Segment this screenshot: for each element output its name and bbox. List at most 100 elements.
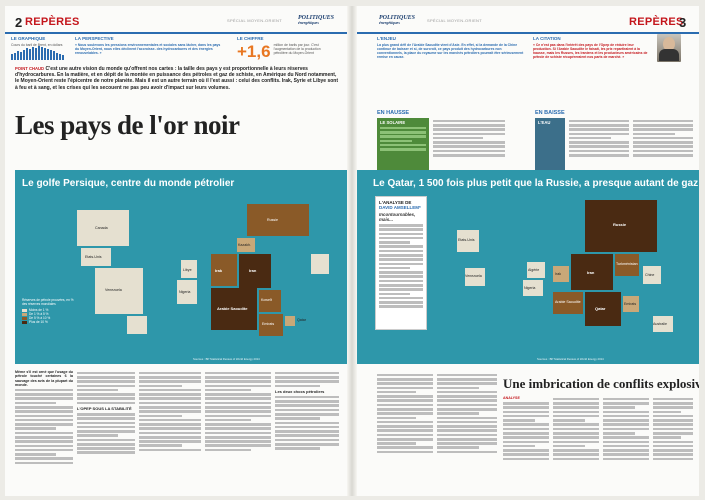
gas-country-irak [553,266,569,282]
portrait-photo [657,34,681,62]
baisse-label: EN BAISSE [535,110,565,116]
right-body-column-3: ANALYSE [503,396,549,494]
legend-item-3: De 5 % à 10 % [22,316,78,320]
label-emirats: Emirats [262,322,275,326]
right-body-column-6 [653,396,693,494]
gas-label-iran: Iran [587,270,595,275]
left-page: 2 REPÈRES SPÉCIAL MOYEN-ORIENT POLITIQUE… [5,6,347,496]
right-body-column-4 [553,396,599,494]
body-lead: Même s'il est orné que l'usage du pétrol… [15,370,73,387]
gas-label-chine: Chine [645,273,655,277]
label-venezuela: Venezuela [105,288,122,292]
legend-item-1: Moins de 1 % [22,308,78,312]
label-kazakhstan: Kazakh. [238,243,251,247]
label-libye: Libye [183,268,192,272]
mini-chart-bar [29,49,31,60]
section-title: REPÈRES [25,16,80,28]
gas-country-australie [653,316,673,332]
enjeu-block: L'ENJEU La plus grand défi de l'Arabie S… [377,36,527,60]
gas-label-algerie: Algérie [528,268,540,272]
enjeu-text: La plus grand défi de l'Arabie Saoudite … [377,43,524,59]
country-kazakhstan [237,238,255,252]
gas-country-emirats [623,296,639,312]
country-libye [181,260,197,278]
gas-map-source: Sources : BP Statistical Review of World… [537,357,604,361]
spread-gutter [347,6,357,496]
right-header: POLITIQUES énergétiques SPÉCIAL MOYEN-OR… [357,6,699,30]
gas-label-usa: Etats-Unis [458,238,475,242]
running-head-right: SPÉCIAL MOYEN-ORIENT [427,18,482,23]
legend-item-4-label: Plus de 10 % [29,320,48,324]
right-page: POLITIQUES énergétiques SPÉCIAL MOYEN-OR… [357,6,699,496]
gas-label-venezuela: Venezuela [465,274,482,278]
graphique-label: LE GRAPHIQUE [11,36,46,41]
mini-chart-bar [32,47,34,60]
country-brazil [127,316,147,334]
legend-item-4: Plus de 10 % [22,320,78,324]
map-title: Le golfe Persique, centre du monde pétro… [22,178,235,189]
mini-chart-bar [35,48,37,60]
mini-chart-bar [56,53,58,60]
label-usa: Etats-Unis [85,255,102,259]
mini-chart-bar [47,49,49,60]
mini-chart-bar [44,48,46,60]
right-body-column-5 [603,396,649,494]
gas-label-russie: Russie [613,222,627,227]
intro-text: C'est une autre vision du monde qu'offre… [15,66,339,91]
gas-label-turkmen: Turkménistan [616,262,638,266]
legend-item-3-label: De 5 % à 10 % [29,316,51,320]
section-title-right: REPÈRES [629,16,684,28]
mini-chart-bar [38,46,40,60]
mini-chart-bar [17,51,19,60]
brent-mini-chart [11,44,67,60]
baisse-text-1 [569,118,629,170]
baisse-text-2 [633,118,693,170]
solaire-box: LE SOLAIRE [377,118,429,170]
gas-label-australie: Australie [653,322,667,326]
left-header: 2 REPÈRES SPÉCIAL MOYEN-ORIENT POLITIQUE… [5,6,347,30]
mini-chart-bar [26,48,28,60]
mini-chart-bar [20,52,22,60]
perspective-label: LA PERSPECTIVE [75,36,114,41]
right-body-column-2 [437,372,497,494]
gas-cartogram: Le Qatar, 1 500 fois plus petit que la R… [357,170,699,364]
gas-country-iran [571,254,613,290]
second-headline: Une imbrication de conflits explosive [503,376,699,391]
running-head: SPÉCIAL MOYEN-ORIENT [227,18,282,23]
right-body-column-1 [377,372,433,494]
oil-cartogram: Le golfe Persique, centre du monde pétro… [15,170,347,364]
body-subhead: L'OPEP SOUS LA STABILITÉ [77,406,132,412]
gas-country-nigeria [523,280,543,296]
chiffre-label: LE CHIFFRE [237,36,264,41]
gas-country-algerie [527,262,545,278]
chiffre-text: million de barils par jour. C'est l'augm… [273,43,321,55]
solaire-title: LE SOLAIRE [380,120,406,125]
label-nigeria: Nigeria [179,290,191,294]
mini-chart-bar [14,53,16,60]
citation-label: LA CITATION [533,36,561,41]
analyse-box: L'ANALYSE DE DAVID AMSELLEM* Incontourna… [375,196,427,330]
gas-map-title: Le Qatar, 1 500 fois plus petit que la R… [373,178,699,189]
gas-label-nigeria: Nigeria [524,286,536,290]
label-koweit: Koweït [261,298,272,302]
hausse-label: EN HAUSSE [377,110,410,116]
body-column-3 [139,370,201,494]
gas-country-chine [643,266,661,284]
mini-chart-bar [11,54,13,60]
intro-paragraph: POINT CHAUD C'est une autre vision du mo… [15,66,340,91]
mini-chart-bar [23,50,25,60]
gas-label-emirats: Emirats [624,302,637,306]
magazine-logo: POLITIQUES énergétiques [298,15,334,25]
enjeu-label: L'ENJEU [377,36,396,41]
mini-chart-bar [59,54,61,60]
country-canada [77,210,129,246]
legend-item-2: De 1 % à 5 % [22,312,78,316]
label-russie: Russie [267,218,278,222]
label-irak: Irak [215,268,223,273]
page-number: 2 [15,15,23,30]
country-arabie-saoudite [211,288,257,330]
legend-item-1-label: Moins de 1 % [29,308,49,312]
gas-label-qatar: Qatar [595,306,606,311]
body-column-1: Même s'il est orné que l'usage du pétrol… [15,370,73,494]
label-canada: Canada [95,226,108,230]
